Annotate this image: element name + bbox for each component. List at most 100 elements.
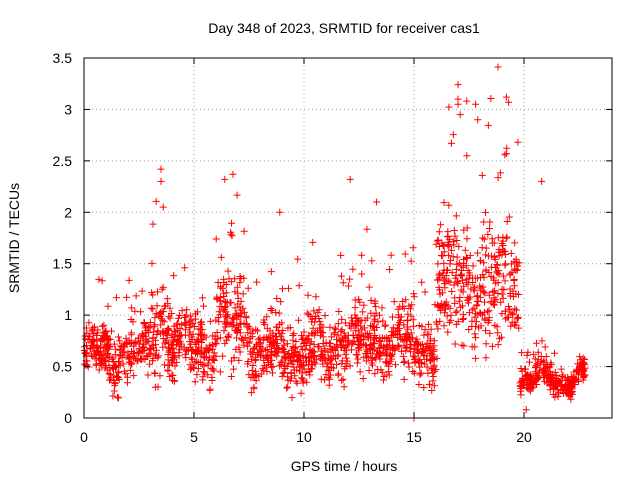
data-point — [345, 282, 353, 290]
data-point — [146, 318, 154, 326]
data-point — [260, 334, 268, 342]
data-point — [379, 317, 387, 325]
data-point — [115, 358, 123, 366]
data-point — [506, 285, 514, 293]
data-point — [236, 348, 244, 356]
data-point — [401, 250, 409, 258]
data-point — [269, 369, 277, 377]
data-point — [496, 335, 504, 343]
data-point — [257, 340, 265, 348]
data-point — [445, 201, 453, 209]
data-point — [377, 341, 385, 349]
data-point — [93, 331, 101, 339]
data-point — [278, 344, 286, 352]
data-point — [404, 317, 412, 325]
data-point — [88, 337, 96, 345]
data-point — [453, 236, 461, 244]
data-point — [523, 371, 531, 379]
data-point — [359, 308, 367, 316]
data-point — [369, 356, 377, 364]
data-point — [157, 165, 165, 173]
data-point — [508, 268, 516, 276]
data-point — [257, 370, 265, 378]
data-point — [410, 352, 418, 360]
data-point — [188, 354, 196, 362]
data-point — [442, 300, 450, 308]
data-point — [236, 279, 244, 287]
data-point — [579, 376, 587, 384]
data-point — [254, 348, 262, 356]
data-point — [187, 365, 195, 373]
y-tick-label: 1 — [64, 307, 72, 323]
data-point — [494, 341, 502, 349]
data-point — [494, 174, 502, 182]
data-point — [474, 249, 482, 257]
data-point — [444, 328, 452, 336]
data-point — [174, 314, 182, 322]
data-point — [290, 366, 298, 374]
data-point — [232, 345, 240, 353]
data-point — [452, 272, 460, 280]
data-point — [407, 305, 415, 313]
data-point — [156, 309, 164, 317]
data-point — [335, 308, 343, 316]
data-point — [316, 318, 324, 326]
data-point — [512, 321, 520, 329]
data-point — [463, 97, 471, 105]
data-point — [450, 226, 458, 234]
data-point — [376, 351, 384, 359]
data-point — [328, 355, 336, 363]
data-point — [466, 252, 474, 260]
data-point — [146, 360, 154, 368]
data-point — [557, 365, 565, 373]
plot-frame — [83, 57, 613, 419]
data-point — [330, 364, 338, 372]
data-point — [319, 357, 327, 365]
data-point — [280, 353, 288, 361]
x-tick-label: 10 — [296, 429, 312, 445]
data-point — [198, 360, 206, 368]
data-point — [233, 191, 241, 199]
data-point — [494, 63, 502, 71]
data-point — [229, 170, 237, 178]
data-point — [337, 327, 345, 335]
data-point — [309, 324, 317, 332]
data-point — [445, 103, 453, 111]
data-point — [151, 351, 159, 359]
data-point — [353, 351, 361, 359]
data-point — [500, 286, 508, 294]
data-point — [385, 360, 393, 368]
data-point — [233, 334, 241, 342]
data-point — [423, 330, 431, 338]
data-point — [418, 359, 426, 367]
data-point — [481, 289, 489, 297]
data-point — [163, 326, 171, 334]
data-point — [240, 308, 248, 316]
data-point — [420, 331, 428, 339]
data-point — [130, 372, 138, 380]
data-point — [314, 309, 322, 317]
data-point — [339, 279, 347, 287]
data-point — [204, 359, 212, 367]
data-point — [206, 386, 214, 394]
data-point — [183, 347, 191, 355]
data-point — [426, 356, 434, 364]
data-point — [421, 288, 429, 296]
data-point — [487, 95, 495, 103]
data-point — [191, 323, 199, 331]
data-point — [208, 345, 216, 353]
data-point — [250, 383, 258, 391]
data-point — [487, 252, 495, 260]
data-point — [212, 235, 220, 243]
data-point — [342, 351, 350, 359]
data-point — [393, 325, 401, 333]
data-point — [199, 302, 207, 310]
data-point — [310, 358, 318, 366]
data-point — [191, 378, 199, 386]
data-point — [275, 329, 283, 337]
data-point — [444, 241, 452, 249]
data-point — [197, 345, 205, 353]
data-point — [285, 284, 293, 292]
data-point — [181, 264, 189, 272]
data-point — [502, 315, 510, 323]
